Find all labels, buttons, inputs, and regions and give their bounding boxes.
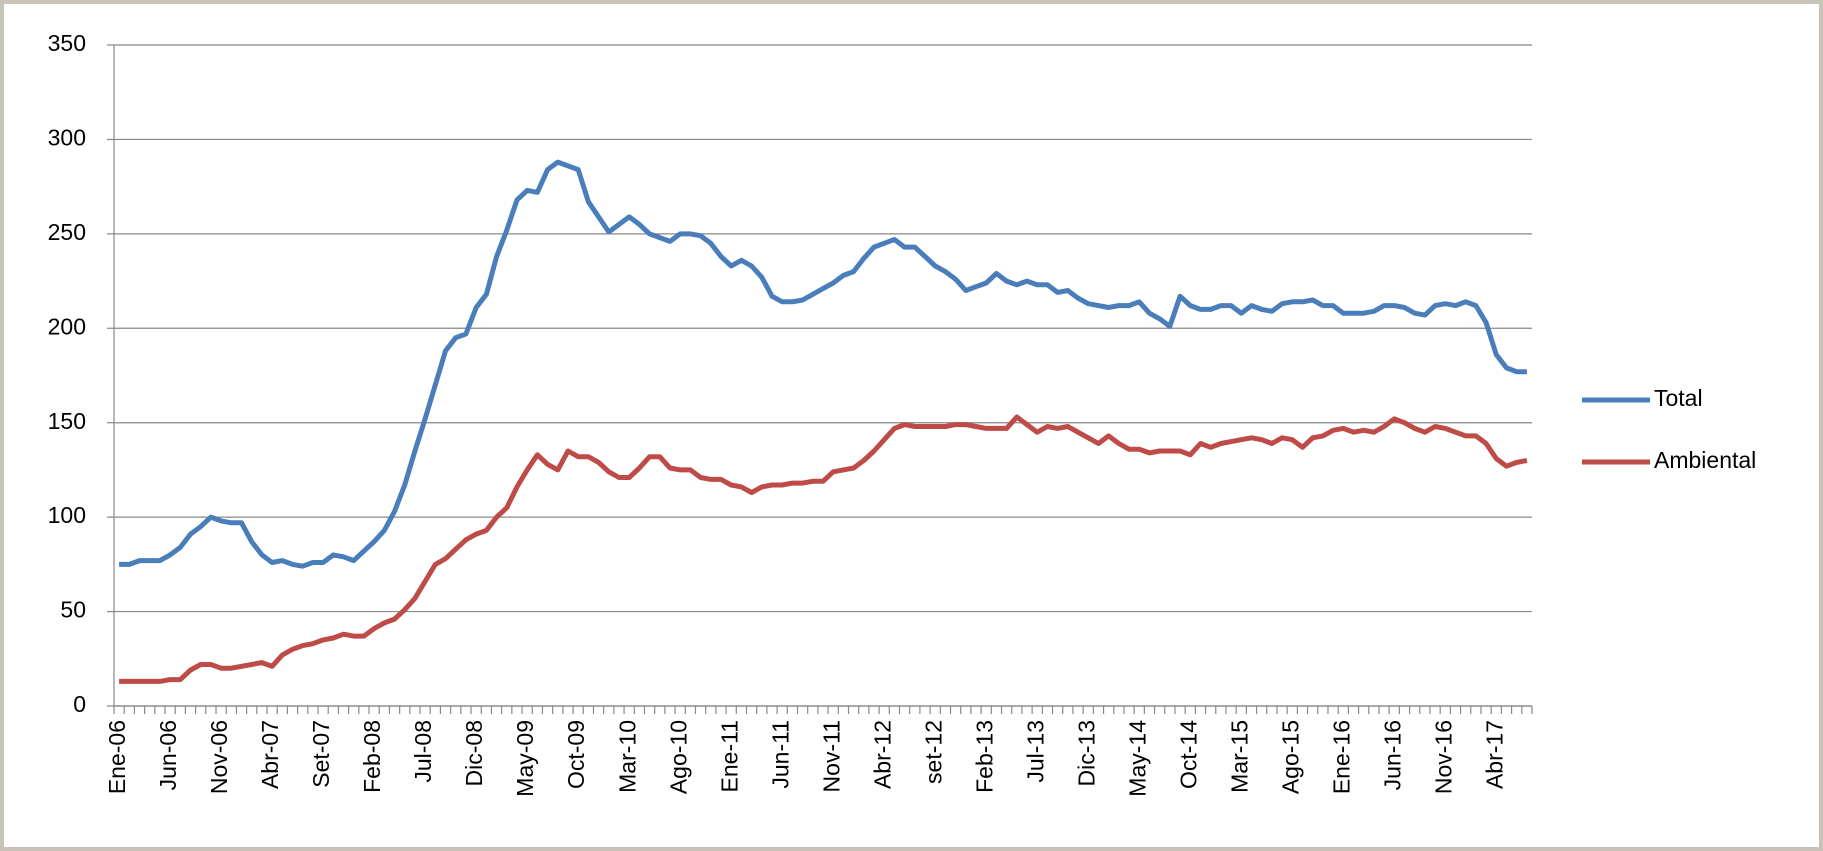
- legend-label: Total: [1654, 385, 1703, 411]
- x-tick-label: Jun-11: [767, 720, 793, 789]
- x-tick-label: Jun-16: [1379, 720, 1405, 790]
- x-tick-label: Ene-06: [104, 720, 130, 794]
- series-line: [119, 414, 1528, 684]
- x-tick-label: Ene-11: [716, 720, 742, 792]
- y-tick-label: 100: [48, 502, 86, 528]
- y-tick-label: 0: [73, 691, 86, 717]
- x-tick-label: Oct-09: [563, 720, 589, 789]
- y-tick-label: 350: [48, 30, 86, 56]
- x-tick-label: Dic-13: [1073, 720, 1099, 786]
- y-tick-label: 50: [60, 597, 86, 623]
- series-line: [119, 159, 1527, 569]
- x-tick-label: Oct-14: [1175, 720, 1201, 789]
- x-tick-label: Jul-13: [1022, 720, 1048, 783]
- x-tick-label: Jul-08: [410, 720, 436, 783]
- x-tick-label: Set-07: [308, 720, 334, 788]
- x-tick-label: May-09: [512, 720, 538, 797]
- x-tick-label: Abr-12: [869, 720, 895, 789]
- x-tick-label: Abr-17: [1481, 720, 1507, 789]
- y-tick-label: 150: [48, 408, 86, 434]
- x-tick-label: Abr-07: [257, 720, 283, 789]
- x-tick-label: Nov-16: [1430, 720, 1456, 794]
- x-tick-label: Mar-15: [1226, 720, 1252, 793]
- x-tick-label: May-14: [1124, 720, 1150, 797]
- x-tick-label: Mar-10: [614, 720, 640, 793]
- x-tick-label: Jun-06: [155, 720, 181, 790]
- x-tick-label: Dic-08: [461, 720, 487, 786]
- y-tick-label: 300: [48, 125, 86, 151]
- x-tick-label: Feb-13: [971, 720, 997, 793]
- x-tick-label: Nov-11: [818, 720, 844, 792]
- x-tick-label: Feb-08: [359, 720, 385, 793]
- y-tick-label: 200: [48, 313, 86, 339]
- y-tick-label: 250: [48, 219, 86, 245]
- x-tick-label: Ago-15: [1277, 720, 1303, 794]
- legend-label: Ambiental: [1654, 447, 1756, 473]
- x-tick-label: Ene-16: [1328, 720, 1354, 794]
- x-tick-label: set-12: [920, 720, 946, 784]
- x-tick-label: Ago-10: [665, 720, 691, 794]
- x-tick-label: Nov-06: [206, 720, 232, 794]
